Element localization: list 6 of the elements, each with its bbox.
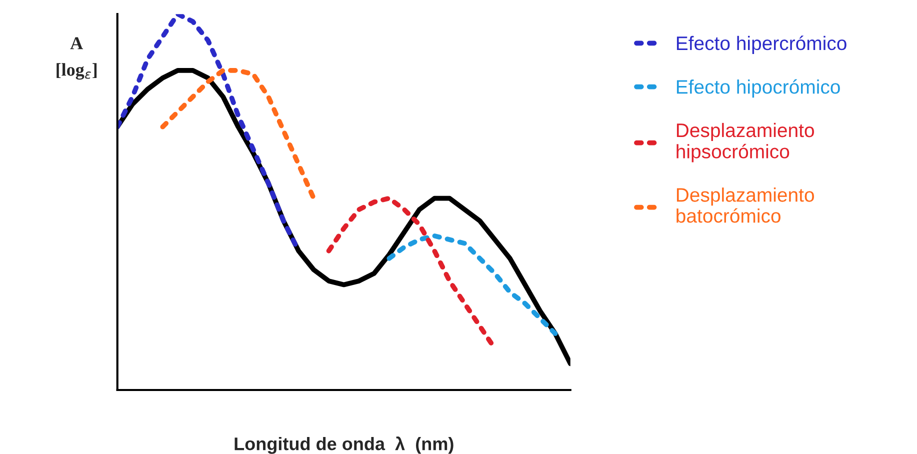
y-axis-title: A [log$_{ε}$] [56,37,97,80]
legend-label: Efecto hipocrómico [676,79,840,98]
x-axis-title: Longitud de onda λ (nm) [234,436,454,454]
legend-label: Desplazamiento batocrómico [676,188,814,223]
legend-label: Desplazamiento hipsocrómico [676,122,814,162]
legend-label: Efecto hipercrómico [676,36,846,54]
